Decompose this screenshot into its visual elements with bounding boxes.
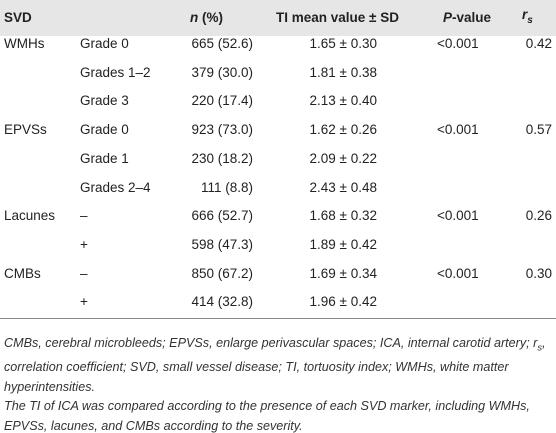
header-background (0, 0, 556, 36)
header-cell: P-value (443, 9, 491, 27)
grade: – (80, 265, 88, 281)
ti-mean: 2.43 ± 0.48 (309, 179, 377, 195)
note: CMBs, cerebral microbleeds; EPVSs, enlar… (4, 334, 554, 397)
note-text: s (537, 342, 543, 354)
ti-mean: 1.65 ± 0.30 (309, 36, 377, 51)
svd-marker: Lacunes (4, 208, 56, 224)
ti-mean: 1.81 ± 0.38 (309, 64, 377, 80)
n-percent: 850 (67.2) (191, 265, 253, 281)
header-text: (%) (198, 10, 223, 25)
grade: Grade 0 (80, 36, 129, 51)
n-percent: 230 (18.2) (191, 150, 253, 166)
ti-mean: 1.68 ± 0.32 (309, 208, 377, 224)
svd-marker: EPVSs (4, 122, 47, 138)
p-value: <0.001 (437, 208, 479, 224)
n-percent: 414 (32.8) (191, 294, 253, 310)
n-percent: 923 (73.0) (191, 122, 253, 138)
n-percent: 111 (8.8) (200, 179, 253, 195)
header-text: P (443, 10, 453, 25)
p-value: <0.001 (437, 122, 479, 138)
header-text: r (522, 7, 528, 23)
header-cell: SVD (4, 10, 32, 25)
rs-value: 0.42 (525, 36, 552, 51)
rs-value: 0.26 (525, 208, 552, 224)
header-cell: rs (522, 6, 533, 30)
n-percent: 666 (52.7) (191, 208, 253, 224)
n-percent: 220 (17.4) (191, 93, 253, 109)
note-text: , correlation coefficient; SVD, small ve… (4, 336, 546, 394)
n-percent: 598 (47.3) (191, 236, 253, 252)
n-percent: 665 (52.6) (191, 36, 253, 51)
grade: Grades 2–4 (80, 179, 151, 195)
header-text: n (190, 10, 199, 25)
ti-mean: 2.13 ± 0.40 (309, 93, 377, 109)
svd-marker: CMBs (4, 265, 41, 281)
grade: + (80, 236, 88, 252)
table-notes: CMBs, cerebral microbleeds; EPVSs, enlar… (4, 334, 554, 433)
ti-mean: 2.09 ± 0.22 (309, 150, 377, 166)
grade: Grade 1 (80, 150, 129, 166)
header-cell: TI mean value ± SD (276, 10, 399, 25)
header-text: s (527, 14, 533, 26)
p-value: <0.001 (437, 265, 479, 281)
ti-mean: 1.96 ± 0.42 (309, 294, 377, 310)
svd-marker: WMHs (4, 36, 45, 51)
header-cell: n (%) (190, 9, 223, 27)
ti-mean: 1.89 ± 0.42 (309, 236, 377, 252)
n-percent: 379 (30.0) (191, 64, 253, 80)
rs-value: 0.30 (525, 265, 552, 281)
ti-mean: 1.69 ± 0.34 (309, 265, 377, 281)
note: The TI of ICA was compared according to … (4, 399, 530, 433)
grade: Grade 3 (80, 93, 129, 109)
grade: + (80, 294, 88, 310)
table-rule (0, 318, 556, 319)
ti-mean: 1.62 ± 0.26 (309, 122, 377, 138)
rs-value: 0.57 (525, 122, 552, 138)
p-value: <0.001 (437, 36, 479, 51)
note-text: CMBs, cerebral microbleeds; EPVSs, enlar… (4, 336, 538, 350)
grade: – (80, 208, 88, 224)
grade: Grades 1–2 (80, 64, 151, 80)
header-text: -value (452, 10, 492, 25)
grade: Grade 0 (80, 122, 129, 138)
